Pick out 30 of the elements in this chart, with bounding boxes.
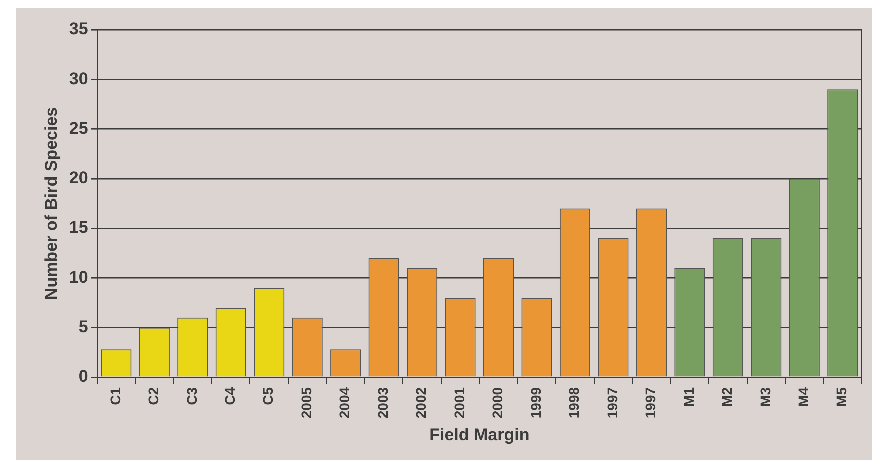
y-tick-label: 0 [78,367,88,386]
y-axis-title: Number of Bird Species [42,107,61,300]
y-tick-label: 25 [69,118,88,138]
x-tick-label: 2002 [413,387,430,419]
y-tick-label: 10 [69,268,88,287]
x-tick-label: M1 [680,387,697,407]
x-tick-label: C5 [260,387,276,406]
x-tick-label: C1 [107,387,124,406]
x-tick-label: 2000 [490,387,506,419]
x-tick-label: M3 [757,387,774,407]
y-tick-label: 5 [78,318,88,337]
x-tick-label: 2003 [374,387,391,419]
x-tick-label: 2001 [451,387,468,419]
x-tick-label: M5 [834,387,850,407]
x-tick-label: C3 [184,387,200,406]
x-tick-label: C2 [146,387,162,406]
x-tick-label: M2 [719,387,736,407]
x-tick-label: 2004 [336,387,353,419]
y-tick-label: 15 [69,218,88,238]
x-tick-label: C4 [222,387,238,406]
y-tick-label: 30 [69,69,88,88]
x-axis-title: Field Margin [430,425,530,444]
y-tick-label: 20 [69,168,88,188]
x-tick-label: 1998 [566,387,582,419]
x-tick-label: M4 [796,387,812,407]
x-tick-label: 2005 [298,387,314,419]
x-tick-label: 1997 [604,387,620,419]
x-tick-label: 1999 [528,387,544,419]
x-tick-label: 1997 [642,387,659,419]
y-tick-label: 35 [69,20,88,39]
